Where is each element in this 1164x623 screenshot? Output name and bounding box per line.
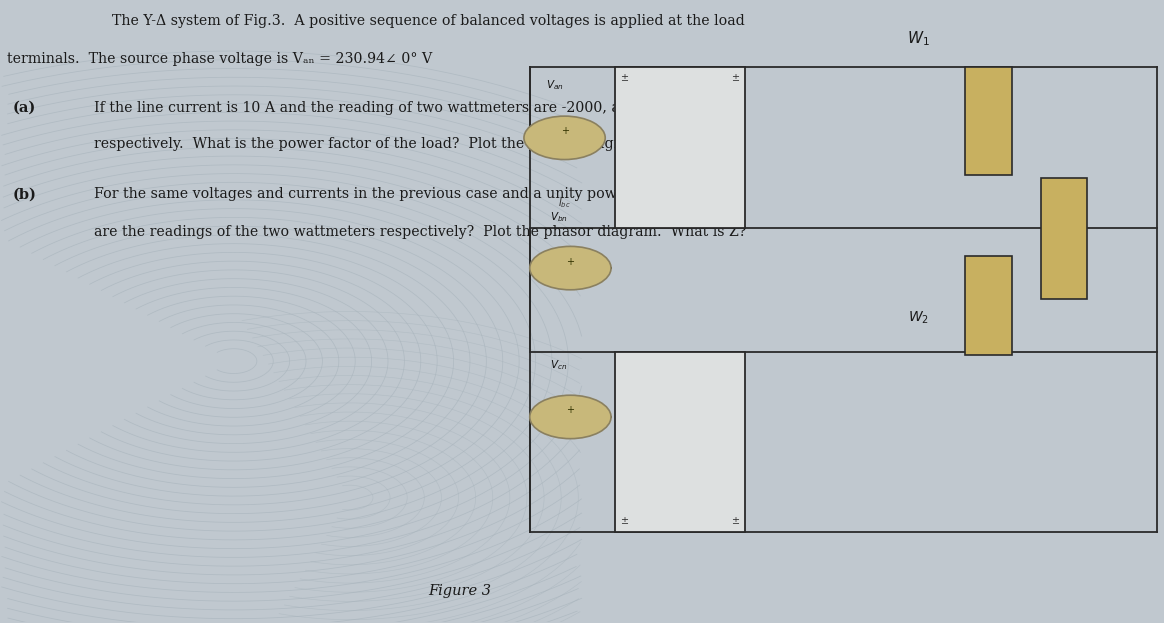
Text: If the line current is 10 A and the reading of two wattmeters are -2000, and 200: If the line current is 10 A and the read… (94, 101, 697, 115)
Text: ±: ± (731, 516, 739, 526)
Text: terminals.  The source phase voltage is Vₐₙ = 230.94∠ 0° V: terminals. The source phase voltage is V… (7, 52, 433, 66)
Bar (965, 67, 1012, 175)
Text: (b): (b) (13, 188, 37, 201)
Bar (615, 352, 745, 531)
Text: The Y-Δ system of Fig.3.  A positive sequence of balanced voltages is applied at: The Y-Δ system of Fig.3. A positive sequ… (112, 14, 745, 28)
Text: ±: ± (620, 516, 629, 526)
Bar (965, 255, 1012, 355)
Text: $I_{bc}$: $I_{bc}$ (559, 196, 572, 210)
Circle shape (524, 116, 605, 159)
Text: (a): (a) (13, 101, 36, 115)
Text: +: + (567, 257, 574, 267)
Text: Figure 3: Figure 3 (428, 584, 491, 597)
Text: Z: Z (1001, 299, 1010, 312)
Text: $W_1$: $W_1$ (908, 29, 930, 48)
Bar (615, 67, 745, 228)
Text: +: + (567, 406, 574, 416)
Text: $V_{bn}$: $V_{bn}$ (549, 210, 568, 224)
Text: ±: ± (620, 73, 629, 83)
Bar (1041, 178, 1087, 299)
Text: Z: Z (1077, 232, 1086, 245)
Text: are the readings of the two wattmeters respectively?  Plot the phasor diagram.  : are the readings of the two wattmeters r… (94, 225, 746, 239)
Circle shape (530, 395, 611, 439)
Text: $V_{cn}$: $V_{cn}$ (551, 359, 567, 373)
Circle shape (530, 246, 611, 290)
Text: ±: ± (731, 73, 739, 83)
Text: +: + (561, 126, 568, 136)
Text: respectively.  What is the power factor of the load?  Plot the phasor diagram.  : respectively. What is the power factor o… (94, 136, 732, 151)
Text: $V_{an}$: $V_{an}$ (546, 78, 565, 92)
Text: For the same voltages and currents in the previous case and a unity power factor: For the same voltages and currents in th… (94, 188, 722, 201)
Text: Z: Z (1001, 114, 1010, 127)
Text: $W_2$: $W_2$ (908, 310, 929, 326)
